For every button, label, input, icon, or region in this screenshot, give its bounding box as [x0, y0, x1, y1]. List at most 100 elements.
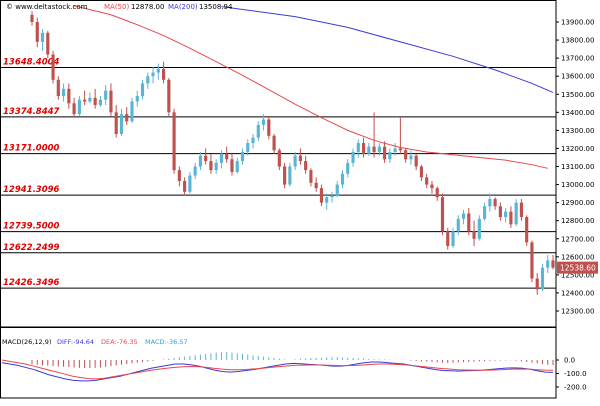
price-axis-label: 12800.00 — [561, 217, 594, 225]
candle-body — [183, 180, 187, 192]
candle-body — [414, 155, 418, 167]
candle-body — [77, 99, 81, 115]
level-label: 13648.4004 — [3, 57, 60, 67]
candle-body — [288, 166, 292, 185]
candle-body — [204, 155, 208, 162]
candle-body — [325, 197, 329, 203]
price-axis-label: 12700.00 — [561, 235, 594, 243]
candle-body — [225, 153, 229, 160]
candle-body — [319, 188, 324, 203]
price-axis-label: 13500.00 — [561, 91, 594, 99]
candle-body — [98, 99, 102, 106]
ma200-line — [221, 6, 554, 93]
macd-title: MACD(26,12,9) — [2, 338, 51, 346]
candle-body — [114, 112, 118, 134]
candle-body — [488, 199, 492, 207]
candle-body — [425, 177, 429, 185]
candle-body — [535, 278, 539, 290]
candle-body — [546, 260, 550, 268]
level-label: 13374.8447 — [3, 107, 60, 117]
candle-body — [256, 124, 260, 138]
candle-body — [530, 242, 534, 279]
candle-body — [330, 195, 334, 198]
candle-body — [151, 72, 155, 77]
candle-body — [146, 76, 150, 84]
candle-body — [219, 153, 224, 163]
candle-body — [430, 184, 434, 189]
price-axis-label: 13000.00 — [561, 181, 594, 189]
candle-body — [93, 97, 97, 106]
candle-body — [446, 231, 450, 246]
candle-body — [198, 155, 202, 167]
candle-body — [161, 68, 166, 80]
candle-body — [367, 146, 371, 154]
candle-body — [261, 119, 266, 125]
price-axis-label: 12900.00 — [561, 199, 594, 207]
candle-body — [267, 119, 271, 136]
candle-body — [293, 155, 297, 167]
ma200-label: MA(200) — [168, 3, 198, 11]
candle-body — [388, 152, 392, 160]
candle-body — [477, 218, 481, 239]
candle-body — [72, 103, 76, 115]
candle-body — [235, 161, 239, 172]
candle-body — [125, 114, 129, 122]
candle-body — [314, 182, 318, 189]
candle-body — [361, 143, 366, 154]
candle-body — [372, 146, 376, 153]
price-axis-label: 13600.00 — [561, 73, 594, 81]
candle-body — [272, 135, 276, 151]
site-watermark: © www.deltastock.com — [6, 3, 88, 11]
price-axis-label: 13800.00 — [561, 37, 594, 45]
candle-body — [498, 206, 502, 218]
macd-panel-frame — [0, 327, 557, 399]
price-axis-label: 13100.00 — [561, 163, 594, 171]
price-axis-label: 13900.00 — [561, 19, 594, 27]
price-axis-label: 12400.00 — [561, 289, 594, 297]
candle-body — [56, 79, 60, 97]
price-axis-label: 12500.00 — [561, 271, 594, 279]
ma50-value: 12878.00 — [131, 3, 164, 11]
candle-body — [251, 137, 255, 144]
candle-body — [393, 148, 397, 153]
macd-axis-label: 0.0 — [564, 357, 575, 365]
candle-body — [104, 90, 108, 100]
level-label: 12622.2499 — [3, 243, 60, 253]
level-label: 12941.3096 — [3, 185, 60, 195]
candle-body — [119, 114, 124, 134]
candle-body — [140, 83, 145, 97]
candle-body — [451, 231, 455, 246]
candle-body — [298, 155, 302, 162]
ma200-value: 13508.94 — [199, 3, 233, 11]
candle-body — [493, 199, 497, 207]
current-price-label: 12538.60 — [560, 264, 596, 273]
candle-body — [435, 188, 439, 198]
candle-body — [483, 206, 487, 219]
level-label: 13171.0000 — [3, 144, 60, 154]
candle-body — [346, 162, 350, 174]
candle-body — [188, 175, 192, 192]
candle-body — [309, 170, 313, 183]
current-price-box — [557, 261, 598, 274]
candle-body — [461, 213, 466, 219]
candle-body — [467, 213, 471, 232]
candle-body — [30, 14, 34, 22]
candle-body — [304, 161, 308, 171]
macd-dea-line — [1, 359, 554, 380]
candle-body — [177, 170, 181, 181]
ma50-label: MA(50) — [104, 3, 129, 11]
candle-body — [83, 99, 87, 102]
candle-body — [551, 260, 555, 268]
candle-body — [419, 166, 424, 178]
price-axis-label: 13700.00 — [561, 55, 594, 63]
candle-body — [135, 96, 139, 102]
candle-body — [383, 146, 387, 160]
candle-body — [109, 90, 113, 113]
candle-body — [61, 88, 66, 97]
candle-body — [283, 166, 287, 185]
candle-body — [40, 32, 45, 42]
macd-diff-label: DIFF:-94.64 — [57, 338, 94, 346]
candle-body — [193, 166, 197, 176]
